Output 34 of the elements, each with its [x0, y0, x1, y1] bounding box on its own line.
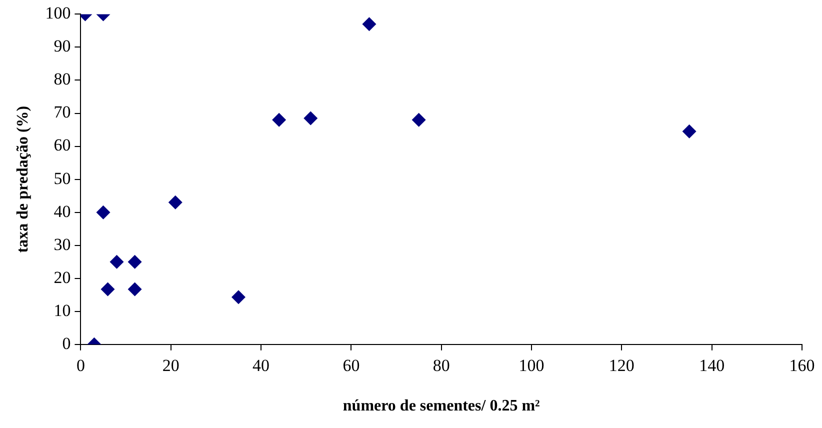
x-tick-label: 120: [608, 356, 634, 376]
y-tick-label: 10: [54, 300, 71, 320]
y-tick-label: 50: [54, 168, 71, 188]
x-tick-label: 40: [252, 356, 270, 376]
x-tick-label: 160: [789, 356, 815, 376]
point: [96, 205, 110, 220]
point: [412, 112, 426, 127]
x-tick-label: 60: [342, 356, 360, 376]
point: [362, 17, 376, 32]
x-tick-label: 140: [699, 356, 725, 376]
point: [304, 111, 318, 126]
y-tick-label: 30: [54, 234, 71, 254]
point: [168, 195, 182, 210]
y-tick-label: 80: [54, 70, 71, 89]
point: [272, 112, 286, 127]
x-tick-label: 80: [432, 356, 450, 376]
y-tick-label: 20: [54, 268, 71, 287]
point: [110, 254, 124, 269]
y-tick-label: 90: [54, 36, 71, 56]
point: [231, 290, 246, 304]
x-axis-title: número de sementes/ 0.25 m²: [342, 398, 540, 415]
point: [128, 254, 142, 269]
y-tick-label: 60: [54, 136, 71, 155]
point: [128, 282, 142, 296]
y-tick-label: 100: [45, 4, 71, 23]
x-tick-label: 20: [162, 356, 180, 376]
point: [100, 282, 115, 296]
x-tick-label: 0: [76, 356, 85, 376]
y-axis-title: taxa de predação (%): [14, 106, 32, 253]
y-tick-label: 40: [54, 202, 71, 221]
y-tick-label: 0: [62, 334, 71, 353]
y-tick-label: 70: [54, 102, 71, 122]
point: [682, 124, 696, 138]
x-tick-label: 100: [518, 356, 544, 376]
